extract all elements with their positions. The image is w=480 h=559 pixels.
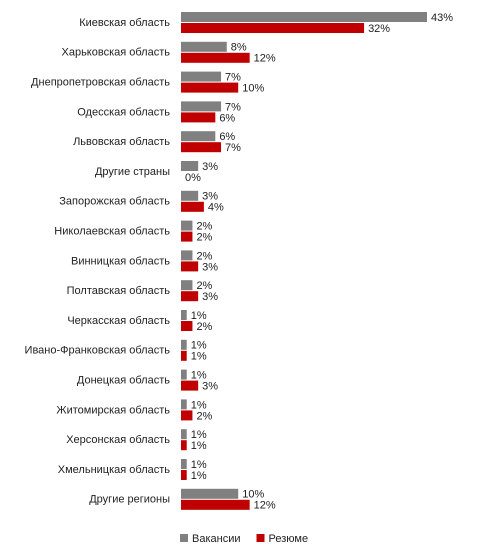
legend-swatch [180,534,188,542]
value-label: 2% [196,410,212,422]
value-label: 1% [191,399,207,411]
bar [181,190,199,201]
bar [181,23,365,33]
value-label: 2% [196,280,212,292]
bar [181,220,193,231]
value-label: 1% [191,459,207,471]
value-label: 3% [202,161,218,173]
bar [181,12,427,22]
legend-swatch [256,534,265,542]
category-label: Другие регионы [89,494,170,506]
category-label: Киевская область [79,17,170,29]
value-label: 32% [368,23,390,35]
bar [181,161,199,171]
value-label: 3% [202,261,218,273]
bar [181,410,193,421]
bar [181,142,222,153]
category-label: Полтавская область [67,285,171,297]
value-label: 1% [191,310,207,322]
bar [181,470,187,480]
bar [181,41,227,52]
category-label: Другие страны [95,166,170,178]
bar [181,429,187,440]
bar [181,280,193,291]
bar [181,499,250,510]
value-label: 8% [231,42,247,54]
value-label: 3% [202,291,218,303]
value-label: 3% [202,381,218,393]
bar [181,339,187,350]
bar [181,201,204,212]
bar [181,350,187,361]
legend-label: Резюме [269,533,309,545]
category-label: Ивано-Франковская область [25,345,171,357]
value-label: 1% [191,351,207,363]
value-label: 2% [196,221,212,233]
category-label: Николаевская область [54,226,170,238]
bar [181,101,222,112]
category-label: Житомирская область [56,404,170,416]
value-label: 43% [431,12,453,24]
category-label: Одесская область [77,106,170,118]
value-label: 2% [196,321,212,333]
value-label: 7% [225,101,241,113]
bar [181,71,222,82]
bar [181,131,216,142]
value-label: 3% [202,191,218,203]
value-label: 7% [225,72,241,84]
category-label: Черкасская область [67,315,170,327]
value-label: 10% [242,489,264,501]
bar [181,82,239,93]
category-label: Львовская область [73,136,170,148]
value-label: 2% [196,250,212,262]
value-label: 4% [208,202,224,214]
value-label: 0% [185,172,201,184]
bar [181,250,193,261]
bar [181,261,199,272]
bar [181,488,239,499]
category-label: Днепропетровская область [31,77,170,89]
value-label: 12% [254,500,276,512]
bar [181,231,193,242]
category-label: Хмельницкая область [58,464,171,476]
value-label: 6% [219,131,235,143]
bar [181,399,187,410]
bar [181,112,216,123]
value-label: 7% [225,142,241,154]
bar [181,310,187,320]
bar [181,380,199,391]
value-label: 1% [191,429,207,441]
value-label: 6% [219,112,235,124]
value-label: 10% [242,83,264,95]
bar [181,369,187,380]
bar [181,52,250,63]
bar [181,459,187,469]
category-label: Харьковская область [62,47,171,59]
value-label: 1% [191,340,207,352]
category-label: Донецкая область [77,375,170,387]
value-label: 1% [191,470,207,482]
value-label: 1% [191,370,207,382]
bar [181,321,193,331]
legend-label: Вакансии [192,533,241,545]
value-label: 1% [191,440,207,452]
category-label: Винницкая область [71,255,170,267]
category-label: Херсонская область [66,434,170,446]
category-label: Запорожская область [59,196,170,208]
bar [181,440,187,451]
value-label: 2% [196,232,212,244]
bar [181,291,199,302]
value-label: 12% [254,53,276,65]
